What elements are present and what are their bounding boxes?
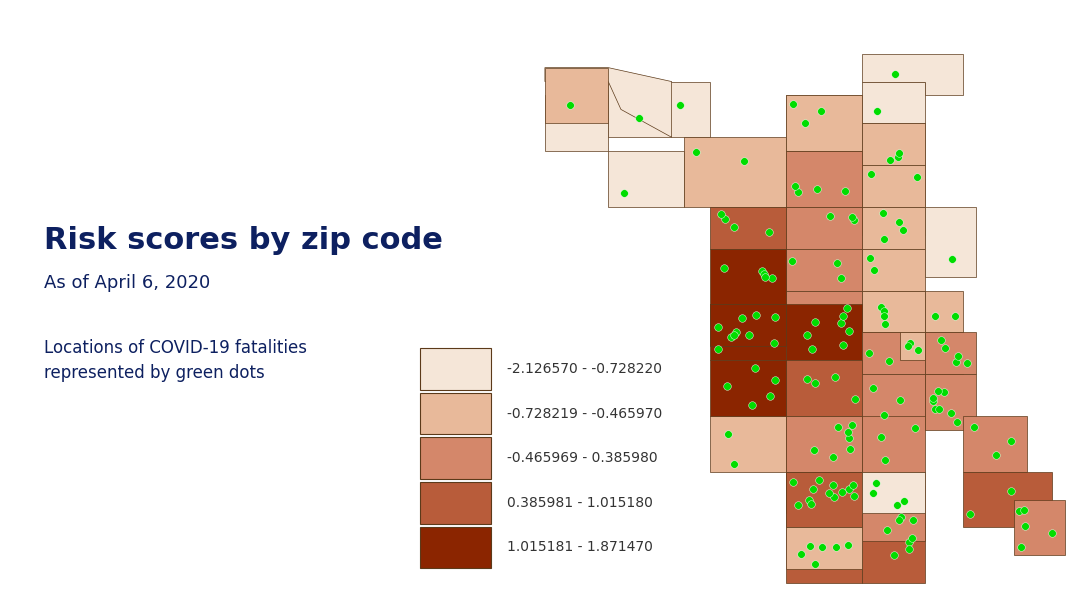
FancyBboxPatch shape <box>420 348 491 390</box>
Polygon shape <box>862 290 925 333</box>
Polygon shape <box>925 333 976 374</box>
Polygon shape <box>685 137 786 207</box>
Text: Risk scores by zip code: Risk scores by zip code <box>44 226 443 255</box>
Polygon shape <box>786 207 862 249</box>
Polygon shape <box>900 333 925 360</box>
Polygon shape <box>862 472 925 527</box>
Polygon shape <box>862 486 925 541</box>
Polygon shape <box>862 290 925 333</box>
Polygon shape <box>786 527 862 569</box>
Polygon shape <box>925 333 964 374</box>
Polygon shape <box>608 82 710 137</box>
Polygon shape <box>710 360 786 416</box>
Polygon shape <box>786 416 862 472</box>
Polygon shape <box>862 249 925 290</box>
Polygon shape <box>1014 500 1065 555</box>
Polygon shape <box>786 472 862 513</box>
Polygon shape <box>786 151 862 207</box>
Polygon shape <box>964 472 1052 527</box>
Polygon shape <box>786 305 862 360</box>
Polygon shape <box>925 374 976 430</box>
Polygon shape <box>862 123 925 165</box>
Polygon shape <box>545 68 671 137</box>
FancyBboxPatch shape <box>420 527 491 568</box>
Polygon shape <box>862 472 925 513</box>
Polygon shape <box>925 207 976 277</box>
Polygon shape <box>862 179 925 235</box>
Polygon shape <box>786 95 862 151</box>
Polygon shape <box>862 527 925 583</box>
Polygon shape <box>786 360 862 416</box>
Polygon shape <box>786 472 862 527</box>
Text: Locations of COVID-19 fatalities
represented by green dots: Locations of COVID-19 fatalities represe… <box>44 339 306 382</box>
Polygon shape <box>925 402 950 416</box>
Polygon shape <box>925 290 964 333</box>
FancyBboxPatch shape <box>420 482 491 524</box>
Polygon shape <box>786 527 862 583</box>
Polygon shape <box>786 416 862 472</box>
Polygon shape <box>710 305 786 346</box>
Polygon shape <box>786 249 862 290</box>
Polygon shape <box>710 416 786 472</box>
Polygon shape <box>862 123 925 179</box>
Text: -0.728219 - -0.465970: -0.728219 - -0.465970 <box>507 406 662 421</box>
Polygon shape <box>925 374 950 402</box>
Polygon shape <box>862 165 925 207</box>
Polygon shape <box>786 95 862 151</box>
Text: As of April 6, 2020: As of April 6, 2020 <box>44 274 210 292</box>
Polygon shape <box>545 68 608 123</box>
Polygon shape <box>710 305 786 360</box>
Polygon shape <box>964 416 1027 472</box>
Polygon shape <box>786 290 862 333</box>
Polygon shape <box>862 333 925 374</box>
Polygon shape <box>862 416 925 472</box>
Polygon shape <box>862 374 925 430</box>
Polygon shape <box>710 207 786 249</box>
Polygon shape <box>925 374 964 416</box>
Polygon shape <box>862 82 925 123</box>
Text: 1.015181 - 1.871470: 1.015181 - 1.871470 <box>507 540 653 555</box>
Polygon shape <box>862 207 925 249</box>
Polygon shape <box>786 151 862 207</box>
Polygon shape <box>862 54 964 95</box>
Text: -2.126570 - -0.728220: -2.126570 - -0.728220 <box>507 362 662 376</box>
FancyBboxPatch shape <box>420 437 491 479</box>
Polygon shape <box>608 151 685 207</box>
Polygon shape <box>710 249 786 305</box>
FancyBboxPatch shape <box>420 393 491 434</box>
Text: 0.385981 - 1.015180: 0.385981 - 1.015180 <box>507 496 653 510</box>
Polygon shape <box>786 472 862 527</box>
Polygon shape <box>545 95 608 151</box>
Text: -0.465969 - 0.385980: -0.465969 - 0.385980 <box>507 451 657 465</box>
